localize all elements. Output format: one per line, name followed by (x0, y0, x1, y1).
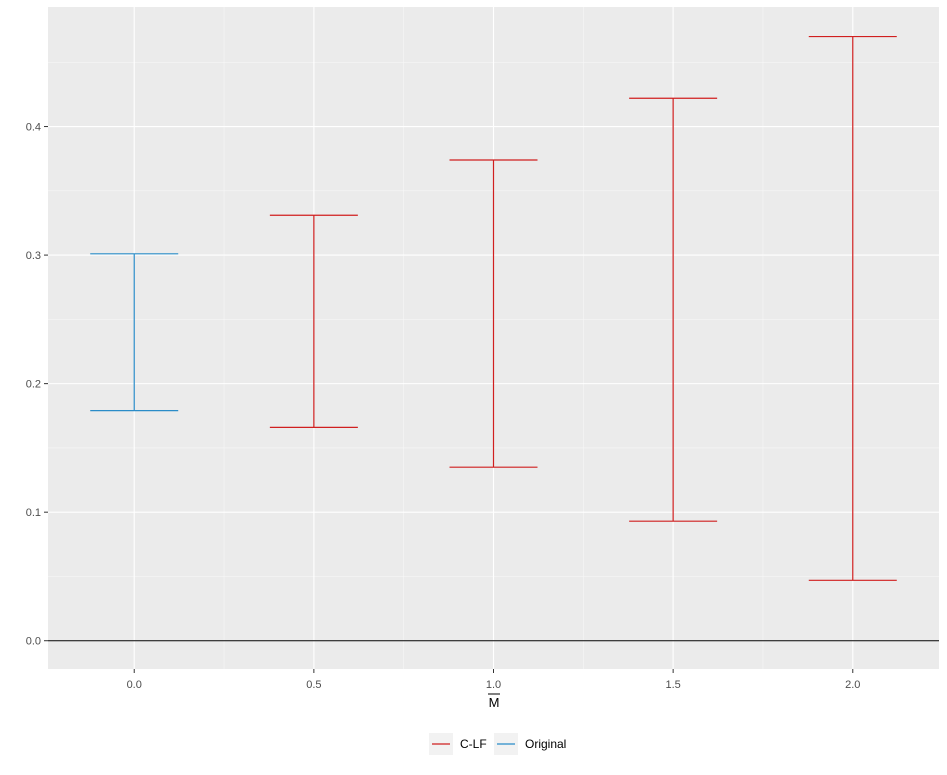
x-tick-label: 1.0 (486, 679, 501, 691)
errorbar-c-lf (808, 35, 897, 581)
errorbars (90, 35, 897, 581)
y-axis: 0.0 0.1 0.2 0.3 0.4 (26, 122, 48, 648)
legend-label-original: Original (525, 737, 566, 751)
legend-label-clf: C-LF (460, 737, 487, 751)
errorbar-original (90, 253, 179, 412)
y-tick-label: 0.2 (26, 379, 41, 391)
y-tick-label: 0.1 (26, 507, 41, 519)
y-tick-label: 0.3 (26, 250, 41, 262)
x-axis-title: M (489, 695, 500, 710)
x-tick-label: 1.5 (665, 679, 680, 691)
y-tick-label: 0.0 (26, 636, 41, 648)
errorbar-c-lf (269, 214, 358, 428)
errorbar-c-lf (449, 159, 538, 468)
y-tick-label: 0.4 (26, 122, 41, 134)
x-tick-label: 2.0 (845, 679, 860, 691)
errorbar-c-lf (629, 97, 718, 522)
x-tick-label: 0.0 (127, 679, 142, 691)
legend: C-LF Original (429, 733, 566, 755)
x-axis-title-group: M (488, 693, 500, 710)
x-axis: 0.0 0.5 1.0 1.5 2.0 (127, 669, 860, 691)
x-tick-label: 0.5 (306, 679, 321, 691)
